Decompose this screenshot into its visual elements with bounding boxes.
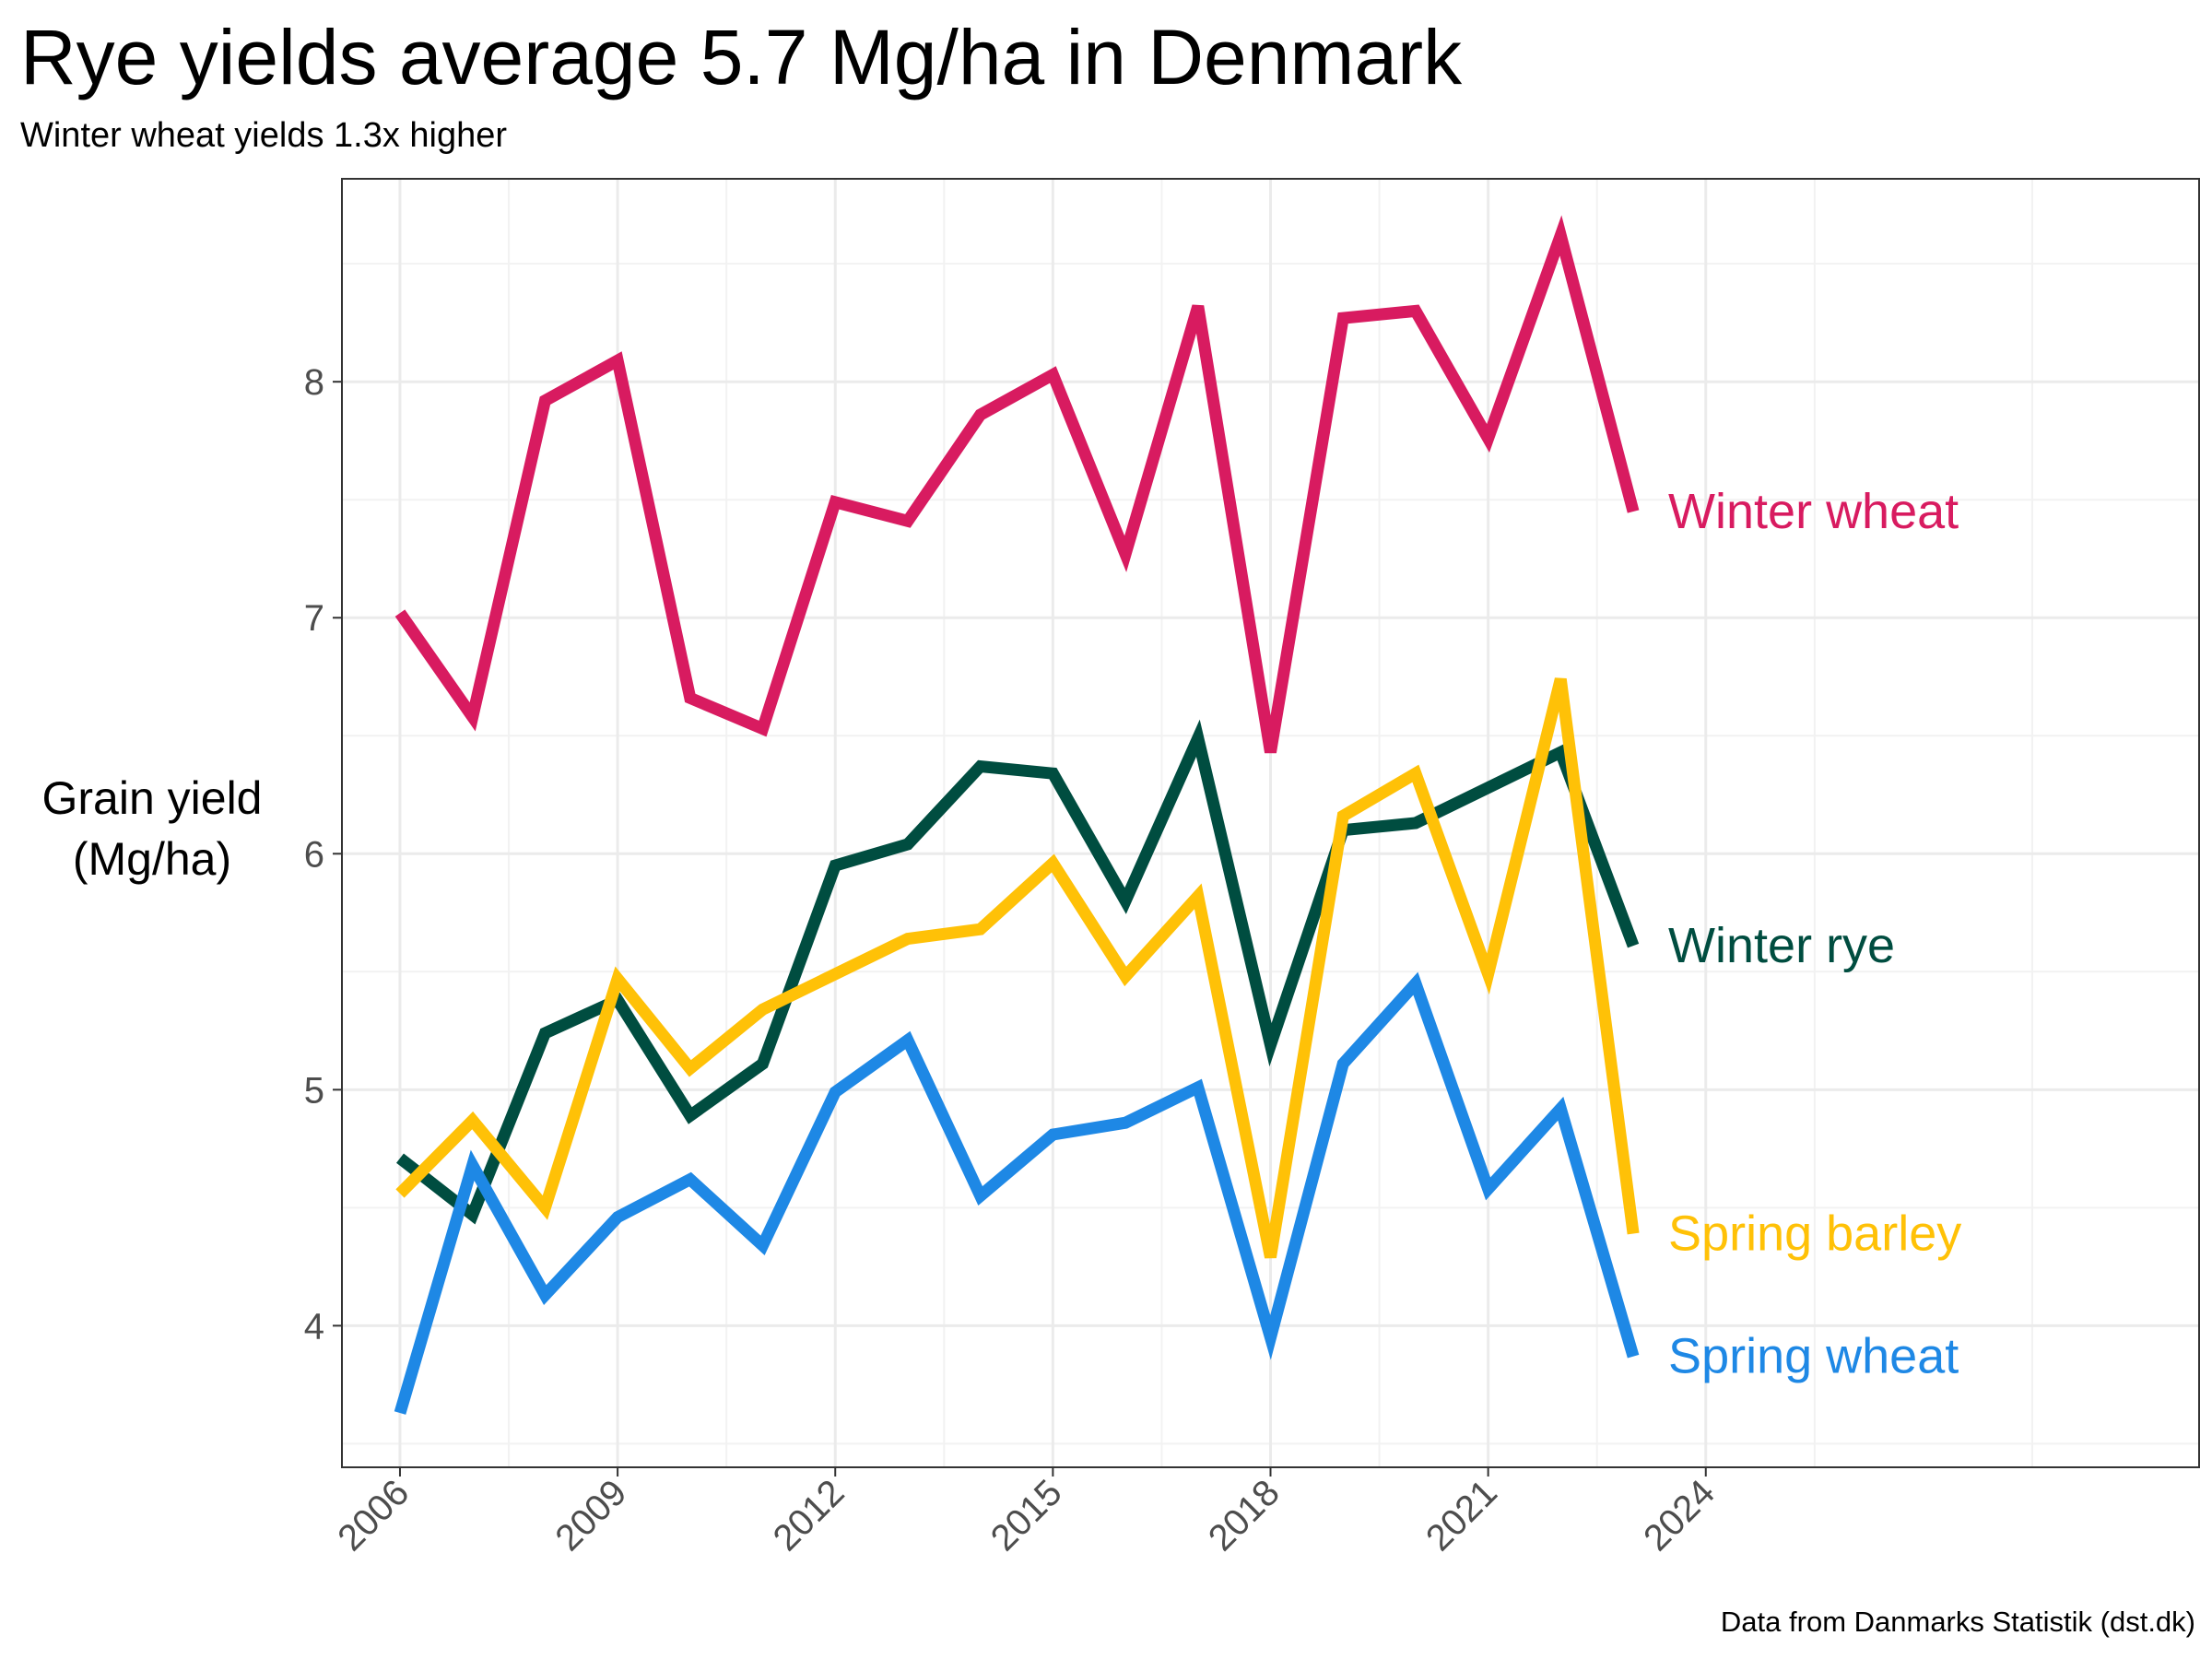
y-tick-label: 7 (304, 598, 324, 639)
end-label-winter-rye: Winter rye (1668, 918, 1895, 973)
x-tick-label: 2024 (1636, 1472, 1723, 1559)
end-label-winter-wheat: Winter wheat (1668, 484, 1959, 539)
x-tick-label: 2015 (983, 1472, 1070, 1559)
series-line-spring-wheat (394, 971, 1640, 1415)
y-tick-label: 4 (304, 1306, 324, 1347)
end-label-spring-barley: Spring barley (1668, 1206, 1961, 1262)
x-axis: 2006 2009 2012 2015 2018 2021 2024 (330, 1467, 1723, 1559)
chart-title: Rye yields average 5.7 Mg/ha in Denmark (20, 14, 1463, 100)
x-tick-label: 2021 (1418, 1472, 1505, 1559)
x-tick-label: 2009 (547, 1472, 634, 1559)
series-line-spring-barley (395, 677, 1640, 1259)
series-end-labels: Winter wheat Winter rye Spring barley Sprin… (1668, 484, 1961, 1384)
x-tick-label: 2012 (766, 1472, 853, 1559)
x-tick-label: 2018 (1201, 1472, 1288, 1559)
major-gridlines (342, 179, 2199, 1467)
series-line-winter-wheat (394, 215, 1640, 754)
y-axis: 4 5 6 7 8 (304, 362, 342, 1347)
series-lines (394, 215, 1640, 1415)
y-tick-label: 8 (304, 362, 324, 403)
end-label-spring-wheat: Spring wheat (1668, 1329, 1959, 1384)
y-axis-label: Grain yield (Mg/ha) (41, 772, 263, 885)
data-source-caption: Data from Danmarks Statistik (dst.dk) (1720, 1606, 2195, 1638)
x-tick-label: 2006 (330, 1472, 417, 1559)
y-tick-label: 6 (304, 834, 324, 875)
y-tick-label: 5 (304, 1070, 324, 1111)
chart-subtitle: Winter wheat yields 1.3x higher (20, 116, 508, 155)
